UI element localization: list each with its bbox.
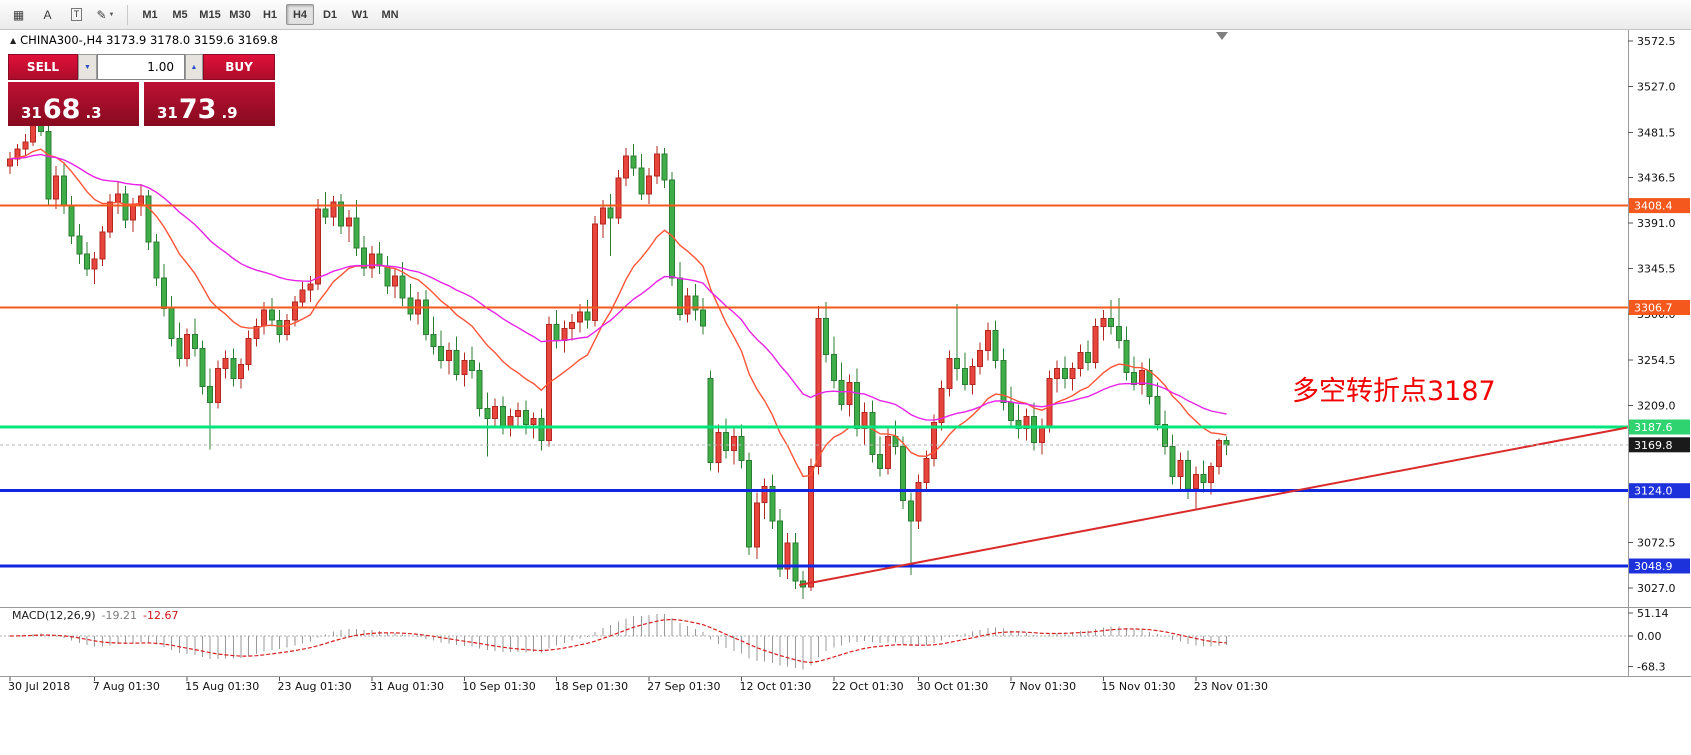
volume-dropdown-button[interactable]: ▼ bbox=[78, 54, 97, 80]
svg-text:0.00: 0.00 bbox=[1637, 630, 1662, 643]
svg-text:30 Jul 2018: 30 Jul 2018 bbox=[8, 680, 70, 693]
volume-increase-button[interactable]: ▲ bbox=[185, 54, 203, 80]
svg-text:3345.5: 3345.5 bbox=[1637, 263, 1676, 276]
svg-text:3209.0: 3209.0 bbox=[1637, 400, 1676, 413]
tf-button-m1[interactable]: M1 bbox=[136, 4, 164, 25]
buy-button[interactable]: BUY bbox=[203, 54, 275, 80]
chevron-up-icon: ▲ bbox=[190, 63, 198, 71]
chevron-down-icon: ▼ bbox=[84, 63, 91, 71]
svg-text:30 Oct 01:30: 30 Oct 01:30 bbox=[917, 680, 989, 693]
svg-text:-68.3: -68.3 bbox=[1637, 661, 1665, 674]
symbol-title: ▲ CHINA300-,H4 3173.9 3178.0 3159.6 3169.… bbox=[10, 33, 278, 47]
svg-text:3048.9: 3048.9 bbox=[1634, 560, 1673, 573]
symbol-ohlc-text: CHINA300-,H4 3173.9 3178.0 3159.6 3169.8 bbox=[20, 33, 278, 47]
svg-text:3300.0: 3300.0 bbox=[1637, 308, 1676, 321]
svg-text:23 Nov 01:30: 23 Nov 01:30 bbox=[1194, 680, 1268, 693]
tf-button-mn[interactable]: MN bbox=[376, 4, 404, 25]
svg-text:7 Aug 01:30: 7 Aug 01:30 bbox=[93, 680, 160, 693]
chart-annotation: 多空转折点3187 bbox=[1292, 376, 1496, 407]
trade-panel-controls: SELL ▼ ▲ BUY bbox=[8, 54, 275, 80]
chart-grid-icon[interactable]: ▦ bbox=[5, 4, 32, 26]
svg-text:3481.5: 3481.5 bbox=[1637, 126, 1676, 139]
oneclick-toggle-icon[interactable]: ▲ bbox=[10, 36, 17, 45]
svg-text:12 Oct 01:30: 12 Oct 01:30 bbox=[740, 680, 812, 693]
svg-text:3572.5: 3572.5 bbox=[1637, 35, 1676, 48]
svg-text:15 Nov 01:30: 15 Nov 01:30 bbox=[1101, 680, 1175, 693]
volume-input[interactable] bbox=[97, 54, 185, 80]
indicator-label: MACD(12,26,9) -19.21 -12.67 bbox=[12, 609, 179, 622]
svg-text:15 Aug 01:30: 15 Aug 01:30 bbox=[185, 680, 259, 693]
svg-text:3408.4: 3408.4 bbox=[1634, 200, 1673, 213]
svg-text:3527.0: 3527.0 bbox=[1637, 81, 1676, 94]
pane-separators bbox=[0, 30, 1691, 677]
tf-button-h4[interactable]: H4 bbox=[286, 4, 314, 25]
trade-panel-prices: 31 68.3 31 73.9 bbox=[8, 82, 275, 126]
macd-value: -19.21 bbox=[101, 609, 138, 622]
svg-text:7 Nov 01:30: 7 Nov 01:30 bbox=[1009, 680, 1076, 693]
tf-button-w1[interactable]: W1 bbox=[346, 4, 374, 25]
svg-text:22 Oct 01:30: 22 Oct 01:30 bbox=[832, 680, 904, 693]
svg-text:3187.6: 3187.6 bbox=[1634, 421, 1673, 434]
svg-text:10 Sep 01:30: 10 Sep 01:30 bbox=[462, 680, 535, 693]
price-axis: 3572.5 3527.0 3481.5 3436.5 3391.0 3345.5 3300… bbox=[1628, 35, 1690, 674]
svg-text:27 Sep 01:30: 27 Sep 01:30 bbox=[647, 680, 720, 693]
time-axis: 30 Jul 2018 7 Aug 01:30 15 Aug 01:30 23 Aug… bbox=[8, 677, 1268, 693]
draw-tool-icon[interactable]: ✎ ▼ bbox=[92, 4, 119, 26]
timeframe-button-group: M1 M5 M15 M30 H1 H4 D1 W1 MN bbox=[135, 4, 405, 25]
tf-button-m5[interactable]: M5 bbox=[166, 4, 194, 25]
macd-signal-value: -12.67 bbox=[143, 609, 179, 622]
svg-text:51.14: 51.14 bbox=[1637, 607, 1669, 620]
svg-text:3169.8: 3169.8 bbox=[1634, 439, 1673, 452]
trendline bbox=[799, 426, 1628, 586]
svg-text:23 Aug 01:30: 23 Aug 01:30 bbox=[278, 680, 352, 693]
svg-text:31 Aug 01:30: 31 Aug 01:30 bbox=[370, 680, 444, 693]
candles bbox=[7, 108, 1230, 599]
svg-text:3391.0: 3391.0 bbox=[1637, 217, 1676, 230]
chevron-down-icon: ▼ bbox=[108, 11, 115, 18]
svg-text:3072.5: 3072.5 bbox=[1637, 536, 1676, 549]
buy-price[interactable]: 31 73.9 bbox=[144, 82, 275, 126]
text-label-tool-icon[interactable]: T bbox=[63, 4, 90, 26]
chart-shift-marker bbox=[1216, 32, 1228, 40]
svg-text:3306.7: 3306.7 bbox=[1634, 302, 1673, 315]
svg-text:3124.0: 3124.0 bbox=[1634, 485, 1673, 498]
toolbar: ▦ A T ✎ ▼ M1 M5 M15 M30 H1 H4 D1 W1 MN bbox=[0, 0, 1691, 30]
svg-text:3436.5: 3436.5 bbox=[1637, 171, 1676, 184]
svg-text:18 Sep 01:30: 18 Sep 01:30 bbox=[555, 680, 628, 693]
sell-price[interactable]: 31 68.3 bbox=[8, 82, 139, 126]
svg-text:3027.0: 3027.0 bbox=[1637, 582, 1676, 595]
buy-price-text: 31 bbox=[157, 104, 178, 122]
sell-price-text: 31 bbox=[21, 104, 42, 122]
sell-button[interactable]: SELL bbox=[8, 54, 78, 80]
tf-button-d1[interactable]: D1 bbox=[316, 4, 344, 25]
tf-button-m15[interactable]: M15 bbox=[196, 4, 224, 25]
toolbar-separator bbox=[127, 4, 128, 25]
toolbar-icon-group: ▦ A T ✎ ▼ bbox=[4, 4, 120, 26]
tf-button-h1[interactable]: H1 bbox=[256, 4, 284, 25]
moving-averages bbox=[9, 148, 1227, 478]
tf-button-m30[interactable]: M30 bbox=[226, 4, 254, 25]
svg-text:3254.5: 3254.5 bbox=[1637, 354, 1676, 367]
font-tool-icon[interactable]: A bbox=[34, 4, 61, 26]
macd-pane bbox=[0, 613, 1628, 670]
